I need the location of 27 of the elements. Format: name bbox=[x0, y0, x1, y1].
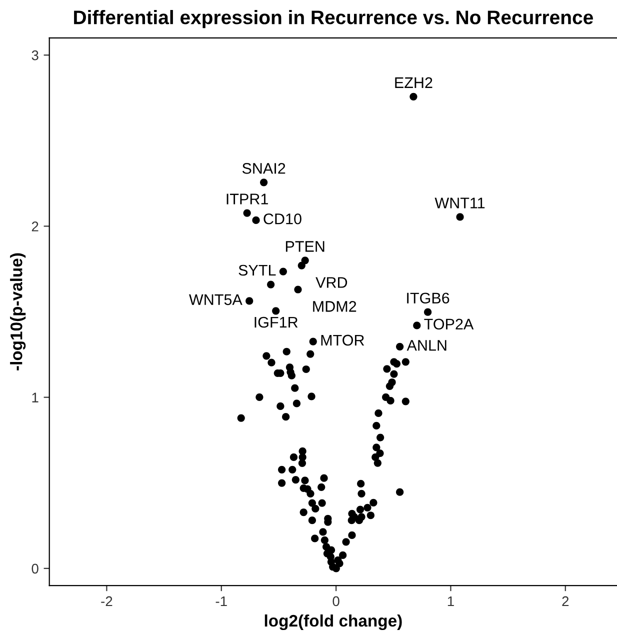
annotation: SYTL bbox=[238, 264, 276, 276]
y-axis-title: -log10(p-value) bbox=[10, 253, 26, 370]
annotation: MTOR bbox=[321, 334, 364, 346]
annotation: WNT11 bbox=[434, 198, 485, 208]
annotation: ITGB6 bbox=[407, 292, 450, 304]
x-tick-label: 2 bbox=[562, 596, 569, 606]
annotation: ANLN bbox=[406, 340, 446, 351]
annotation: SNAI2 bbox=[242, 163, 286, 174]
annotation: IGF1R bbox=[254, 316, 298, 328]
annotation: WNT5A bbox=[189, 294, 242, 306]
x-tick-label: 0 bbox=[332, 596, 340, 606]
annotation: EZH2 bbox=[395, 77, 432, 88]
y-tick-label: 2 bbox=[32, 222, 38, 232]
x-tick-label: -2 bbox=[101, 596, 112, 606]
x-axis-title: log2(fold change) bbox=[264, 614, 402, 630]
y-tick-label: 0 bbox=[32, 564, 38, 574]
annotation: PTEN bbox=[286, 241, 324, 252]
annotation: CD10 bbox=[264, 213, 302, 224]
annotation: ITPR1 bbox=[226, 194, 268, 204]
x-tick-label: -1 bbox=[216, 596, 227, 606]
annotation: TOP2A bbox=[424, 318, 474, 330]
chart-title: Differential expression in Recurrence vs. No Recurrence bbox=[74, 10, 593, 28]
annotation: MDM2 bbox=[313, 301, 356, 312]
y-tick-label: 3 bbox=[32, 50, 38, 60]
y-tick-label: 1 bbox=[32, 392, 38, 402]
x-tick-label: 1 bbox=[448, 596, 454, 606]
annotation: VRD bbox=[316, 277, 348, 288]
